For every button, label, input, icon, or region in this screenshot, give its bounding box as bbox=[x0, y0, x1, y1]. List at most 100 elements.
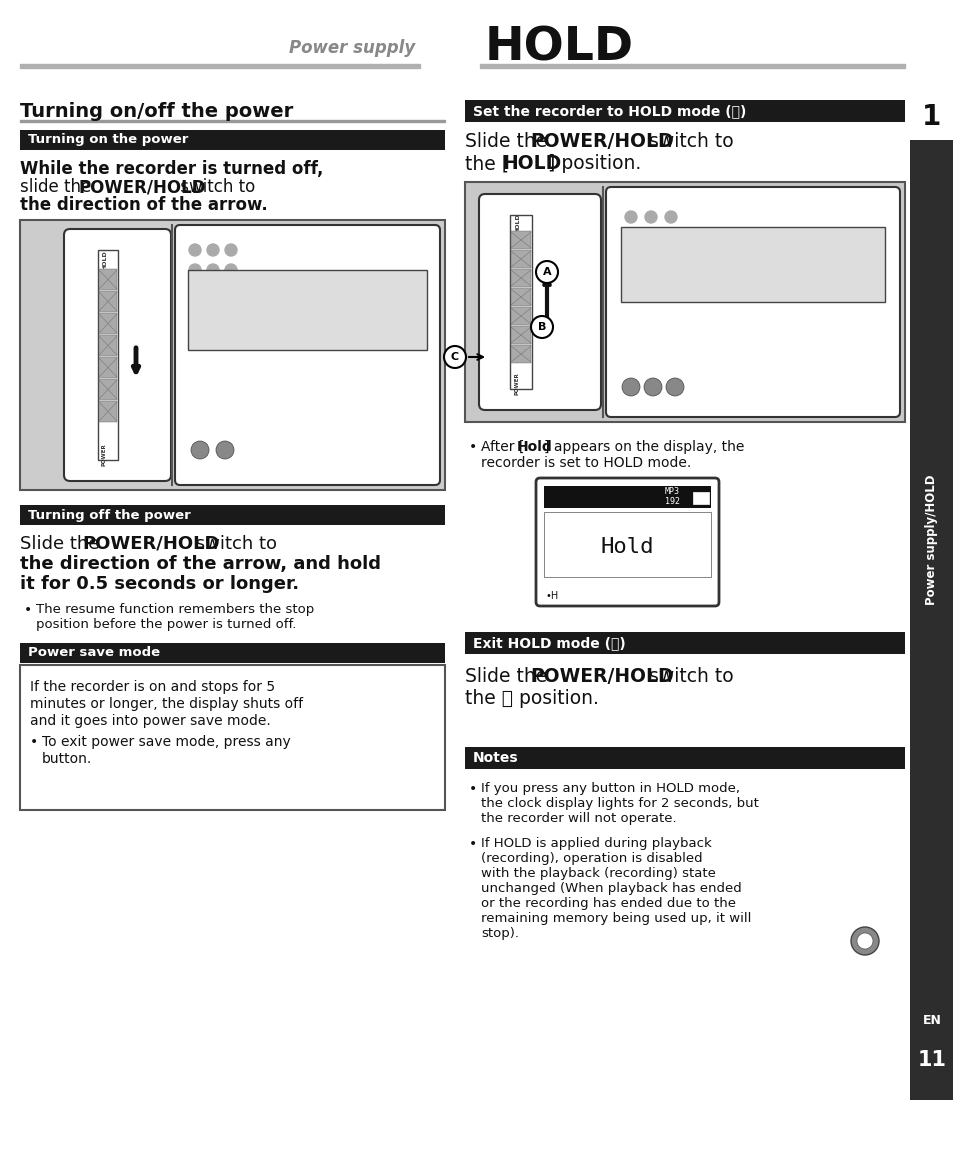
FancyBboxPatch shape bbox=[64, 229, 171, 481]
Text: •: • bbox=[469, 782, 476, 796]
Circle shape bbox=[225, 305, 236, 316]
Bar bbox=[20, 220, 444, 490]
Text: If the recorder is on and stops for 5: If the recorder is on and stops for 5 bbox=[30, 680, 274, 694]
Text: POWER/HOLD: POWER/HOLD bbox=[530, 132, 673, 151]
Circle shape bbox=[624, 211, 637, 223]
Circle shape bbox=[191, 441, 209, 459]
Text: POWER: POWER bbox=[515, 373, 519, 395]
Bar bbox=[20, 505, 444, 525]
Circle shape bbox=[624, 265, 637, 277]
Text: •: • bbox=[469, 837, 476, 851]
Bar bbox=[543, 512, 710, 577]
Text: the [: the [ bbox=[464, 154, 509, 173]
Text: B: B bbox=[537, 322, 546, 332]
Bar bbox=[511, 269, 531, 287]
Circle shape bbox=[644, 211, 657, 223]
Bar bbox=[511, 307, 531, 325]
Text: Hold: Hold bbox=[599, 537, 653, 557]
Bar bbox=[20, 665, 444, 809]
Circle shape bbox=[621, 378, 639, 396]
Circle shape bbox=[624, 229, 637, 241]
Bar bbox=[909, 100, 953, 1100]
Circle shape bbox=[189, 305, 201, 316]
Bar bbox=[479, 64, 904, 68]
Text: Slide the: Slide the bbox=[464, 667, 553, 686]
Circle shape bbox=[664, 211, 677, 223]
Text: To exit power save mode, press any: To exit power save mode, press any bbox=[42, 735, 291, 749]
Circle shape bbox=[207, 305, 219, 316]
Text: HOLD: HOLD bbox=[484, 25, 634, 71]
Circle shape bbox=[225, 264, 236, 276]
Bar bbox=[511, 288, 531, 306]
Circle shape bbox=[225, 284, 236, 296]
Circle shape bbox=[643, 378, 661, 396]
Bar bbox=[510, 215, 532, 389]
Text: ] position.: ] position. bbox=[547, 154, 640, 173]
Text: 192: 192 bbox=[664, 498, 679, 506]
Circle shape bbox=[189, 244, 201, 256]
Bar bbox=[511, 327, 531, 344]
Bar bbox=[464, 747, 904, 769]
Circle shape bbox=[189, 264, 201, 276]
Text: with the playback (recording) state: with the playback (recording) state bbox=[480, 867, 715, 880]
Text: or the recording has ended due to the: or the recording has ended due to the bbox=[480, 897, 735, 910]
Text: POWER/HOLD: POWER/HOLD bbox=[79, 178, 206, 196]
Text: After [: After [ bbox=[480, 440, 524, 454]
Bar bbox=[99, 401, 117, 422]
Text: recorder is set to HOLD mode.: recorder is set to HOLD mode. bbox=[480, 456, 691, 470]
Bar bbox=[99, 313, 117, 334]
Text: If HOLD is applied during playback: If HOLD is applied during playback bbox=[480, 837, 711, 850]
Bar bbox=[99, 335, 117, 356]
Bar bbox=[511, 345, 531, 362]
Circle shape bbox=[207, 244, 219, 256]
Bar bbox=[98, 250, 118, 460]
Bar bbox=[511, 230, 531, 249]
Text: the direction of the arrow.: the direction of the arrow. bbox=[20, 196, 268, 214]
Text: Turning on the power: Turning on the power bbox=[28, 133, 188, 147]
Bar bbox=[99, 269, 117, 290]
Text: switch to: switch to bbox=[642, 132, 733, 151]
Bar bbox=[20, 643, 444, 664]
Text: switch to: switch to bbox=[190, 535, 276, 554]
Text: unchanged (When playback has ended: unchanged (When playback has ended bbox=[480, 882, 741, 895]
Circle shape bbox=[664, 229, 677, 241]
Text: While the recorder is turned off,: While the recorder is turned off, bbox=[20, 160, 323, 178]
Text: C: C bbox=[451, 352, 458, 362]
Circle shape bbox=[665, 378, 683, 396]
Text: Power save mode: Power save mode bbox=[28, 646, 160, 660]
Bar bbox=[99, 357, 117, 378]
Circle shape bbox=[443, 346, 465, 368]
Bar bbox=[20, 120, 444, 122]
FancyBboxPatch shape bbox=[536, 478, 719, 606]
Text: EN: EN bbox=[922, 1013, 941, 1026]
Text: and it goes into power save mode.: and it goes into power save mode. bbox=[30, 714, 271, 728]
Bar bbox=[692, 492, 708, 504]
Bar bbox=[511, 250, 531, 267]
Text: the direction of the arrow, and hold: the direction of the arrow, and hold bbox=[20, 555, 380, 573]
Text: Turning off the power: Turning off the power bbox=[28, 508, 191, 521]
Bar bbox=[464, 100, 904, 122]
Text: The resume function remembers the stop: The resume function remembers the stop bbox=[36, 603, 314, 616]
Bar bbox=[20, 130, 444, 151]
Text: Slide the: Slide the bbox=[20, 535, 105, 554]
Circle shape bbox=[644, 265, 657, 277]
Circle shape bbox=[624, 247, 637, 259]
Text: switch to: switch to bbox=[642, 667, 733, 686]
Circle shape bbox=[664, 265, 677, 277]
Text: •H: •H bbox=[545, 591, 558, 601]
Text: ] appears on the display, the: ] appears on the display, the bbox=[543, 440, 743, 454]
Text: POWER: POWER bbox=[102, 444, 107, 467]
Text: the clock display lights for 2 seconds, but: the clock display lights for 2 seconds, … bbox=[480, 797, 758, 809]
Text: HOLD: HOLD bbox=[515, 213, 519, 233]
Text: button.: button. bbox=[42, 752, 92, 765]
Text: •: • bbox=[30, 735, 38, 749]
Bar bbox=[464, 632, 904, 654]
Text: (recording), operation is disabled: (recording), operation is disabled bbox=[480, 852, 702, 865]
Bar bbox=[99, 291, 117, 312]
Circle shape bbox=[850, 928, 878, 955]
Text: A: A bbox=[542, 267, 551, 277]
Text: POWER/HOLD: POWER/HOLD bbox=[82, 535, 219, 554]
Text: POWER/HOLD: POWER/HOLD bbox=[530, 667, 673, 686]
Circle shape bbox=[856, 933, 872, 950]
Text: it for 0.5 seconds or longer.: it for 0.5 seconds or longer. bbox=[20, 576, 299, 593]
